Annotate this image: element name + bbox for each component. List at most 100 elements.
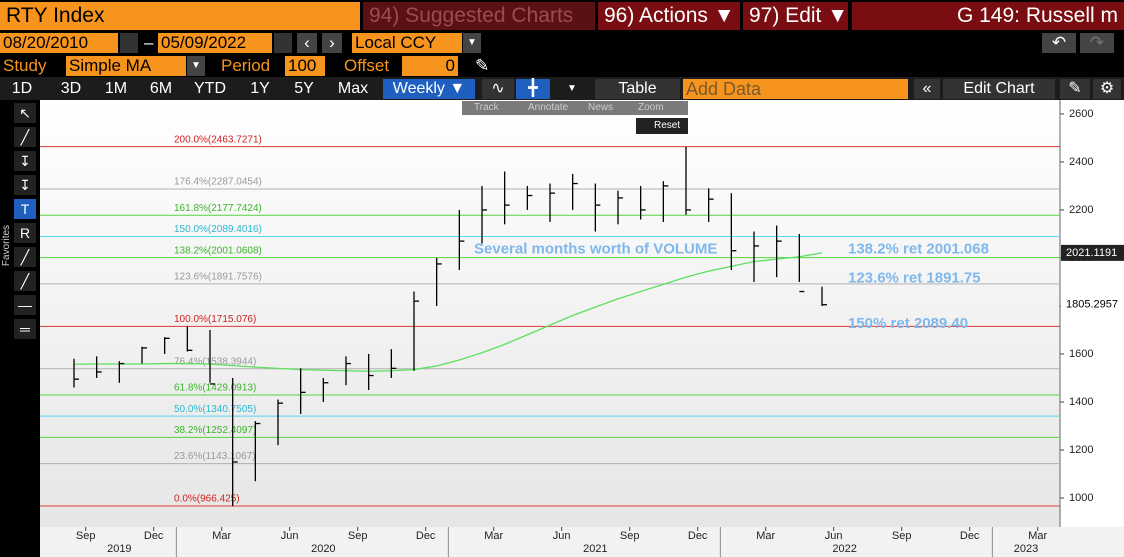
x-tick-label: Mar — [212, 530, 231, 542]
range-button[interactable]: 6M — [149, 80, 173, 97]
x-tick-label: Dec — [416, 530, 436, 542]
study[interactable]: Simple MA — [66, 56, 186, 76]
range-button[interactable]: 5Y — [294, 80, 314, 97]
x-tick-label: Mar — [484, 530, 503, 542]
redo[interactable]: ↷ — [1080, 33, 1114, 53]
side-tool[interactable]: R — [14, 223, 36, 243]
x-tick-label: Mar — [1028, 530, 1047, 542]
frequency[interactable]: Weekly ▼ — [383, 79, 475, 99]
x-tick-label: Sep — [76, 530, 96, 542]
range-button[interactable]: 1Y — [250, 80, 270, 97]
favorites[interactable]: Favorites — [1, 224, 13, 267]
undo[interactable]: ↶ — [1042, 33, 1076, 53]
x-tick-label: Jun — [553, 530, 571, 542]
calendar-icon[interactable] — [120, 33, 138, 53]
y-tick-label: 1400 — [1069, 396, 1093, 408]
level-label: 150.0%(2089.4016) — [174, 224, 262, 235]
level-label: 0.0%(966.425) — [174, 494, 240, 505]
level-label: 176.4%(2287.0454) — [174, 177, 262, 188]
pencil-icon[interactable]: ✎ — [475, 56, 490, 75]
function-name: G 149: Russell m — [852, 2, 1124, 30]
x-tick-label: Jun — [825, 530, 843, 542]
edit-menu[interactable]: 97) Edit ▼ — [743, 2, 848, 30]
level-label: 123.6%(1891.7576) — [174, 272, 262, 283]
reset-button[interactable]: Reset — [636, 118, 688, 134]
x-tick-label: Dec — [144, 530, 164, 542]
annotation: 138.2% ret 2001.068 — [848, 240, 989, 257]
ma-last-label: 2021.1191 — [1066, 247, 1117, 259]
side-tool[interactable]: ↧ — [14, 175, 36, 195]
annotation: Several months worth of VOLUME — [474, 240, 717, 257]
dropdown[interactable]: ▼ — [187, 56, 205, 76]
side-tool[interactable]: ╱ — [14, 247, 36, 267]
bar-icon[interactable]: ╋ — [516, 79, 550, 99]
year-label: 2019 — [107, 543, 131, 555]
currency[interactable]: Local CCY — [352, 33, 462, 53]
side-tool[interactable]: T — [14, 199, 36, 219]
plot-area — [40, 100, 1060, 527]
add-data[interactable]: Add Data — [683, 79, 908, 99]
range-button[interactable]: 1M — [104, 80, 128, 97]
side-tool[interactable]: ╱ — [14, 127, 36, 147]
moving-average — [73, 252, 823, 372]
period[interactable]: 100 — [285, 56, 325, 76]
edit-chart[interactable]: Edit Chart — [943, 79, 1055, 99]
annotation: 123.6% ret 1891.75 — [848, 269, 981, 286]
ma-last-box — [1061, 244, 1124, 261]
ticker[interactable]: RTY Index — [0, 2, 360, 30]
float-tool[interactable]: Zoom — [638, 102, 664, 113]
prev-button[interactable]: ‹ — [297, 33, 317, 53]
y-tick-label: 2600 — [1069, 108, 1093, 120]
suggested-charts[interactable]: 94) Suggested Charts — [363, 2, 595, 30]
table-button[interactable]: Table — [595, 79, 680, 99]
level-label: 138.2%(2001.0608) — [174, 245, 262, 256]
x-tick-label: Mar — [756, 530, 775, 542]
range-button[interactable]: YTD — [194, 80, 226, 97]
range-button[interactable]: Max — [337, 80, 369, 97]
side-tool[interactable]: — — [14, 295, 36, 315]
y-tick-label: 1200 — [1069, 444, 1093, 456]
offset[interactable]: 0 — [402, 56, 458, 76]
start-date[interactable]: 08/20/2010 — [0, 33, 118, 53]
date-separator: – — [141, 33, 157, 53]
x-axis-area — [40, 527, 1124, 557]
study-label: Study — [3, 56, 47, 75]
y-tick-label: 2200 — [1069, 204, 1093, 216]
side-tool[interactable]: ═ — [14, 319, 36, 339]
float-tool[interactable]: Annotate — [528, 102, 569, 113]
level-label: 100.0%(1715.076) — [174, 314, 256, 325]
side-tool[interactable]: ↧ — [14, 151, 36, 171]
y-tick-label: 1000 — [1069, 492, 1093, 504]
last-price-label: 1805.2957 — [1066, 299, 1118, 311]
range-button[interactable]: 3D — [60, 80, 82, 97]
level-label: 38.2%(1252.4097) — [174, 425, 256, 436]
chart: 100012001400160018002000220024002600SepD… — [0, 100, 1124, 557]
float-tool[interactable]: Track — [474, 102, 499, 113]
calendar-icon[interactable] — [274, 33, 292, 53]
year-label: 2021 — [583, 543, 607, 555]
line-icon[interactable]: ∿ — [482, 79, 514, 99]
level-label: 161.8%(2177.7424) — [174, 203, 262, 214]
draw-icon[interactable]: ✎ — [1060, 79, 1090, 99]
dropdown[interactable]: ▼ — [463, 33, 481, 53]
actions-menu[interactable]: 96) Actions ▼ — [598, 2, 740, 30]
level-label: 200.0%(2463.7271) — [174, 134, 262, 145]
next-button[interactable]: › — [322, 33, 342, 53]
side-tool[interactable]: ↖ — [14, 103, 36, 123]
side-tool[interactable]: ╱ — [14, 271, 36, 291]
end-date[interactable]: 05/09/2022 — [158, 33, 272, 53]
float-tool[interactable]: News — [588, 102, 614, 113]
collapse-icon[interactable]: « — [914, 79, 940, 99]
year-label: 2023 — [1014, 543, 1038, 555]
dropdown[interactable]: ▼ — [567, 83, 577, 94]
level-label: 61.8%(1429.0913) — [174, 383, 256, 394]
settings-icon[interactable]: ⚙ — [1093, 79, 1121, 99]
last-price-box — [1061, 296, 1124, 313]
x-tick-label: Sep — [620, 530, 640, 542]
range-button[interactable]: 1D — [11, 80, 33, 97]
y-tick-label: 1600 — [1069, 348, 1093, 360]
annotation: 150% ret 2089.40 — [848, 315, 968, 332]
y-axis-area — [1060, 100, 1124, 527]
level-label: 76.4%(1538.3944) — [174, 356, 256, 367]
